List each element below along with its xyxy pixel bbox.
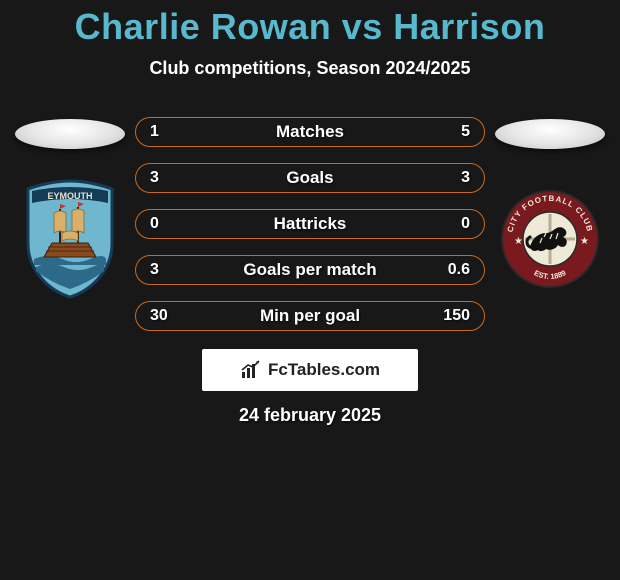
stat-right-value: 5 bbox=[440, 123, 470, 141]
attribution-banner: FcTables.com bbox=[202, 349, 418, 391]
right-club-badge: CITY FOOTBALL CLUBEST. 1889★★ bbox=[500, 179, 600, 299]
page-title: Charlie Rowan vs Harrison bbox=[0, 6, 620, 48]
stat-label: Hattricks bbox=[274, 214, 347, 234]
right-player-column: CITY FOOTBALL CLUBEST. 1889★★ bbox=[495, 117, 605, 299]
stat-label: Goals per match bbox=[243, 260, 376, 280]
stat-left-value: 30 bbox=[150, 307, 180, 325]
attribution-text: FcTables.com bbox=[268, 360, 380, 380]
stat-left-value: 0 bbox=[150, 215, 180, 233]
stat-row: 0 Hattricks 0 bbox=[135, 209, 485, 239]
right-player-silhouette bbox=[495, 119, 605, 149]
stat-label: Min per goal bbox=[260, 306, 360, 326]
svg-text:★: ★ bbox=[514, 236, 523, 247]
left-club-badge: EYMOUTH bbox=[20, 179, 120, 299]
chart-icon bbox=[240, 360, 262, 380]
stat-left-value: 3 bbox=[150, 261, 180, 279]
stat-row: 3 Goals per match 0.6 bbox=[135, 255, 485, 285]
stat-row: 30 Min per goal 150 bbox=[135, 301, 485, 331]
stat-label: Goals bbox=[286, 168, 333, 188]
svg-text:★: ★ bbox=[580, 236, 589, 247]
svg-text:EYMOUTH: EYMOUTH bbox=[48, 191, 93, 201]
comparison-table: EYMOUTH 1Matches53Goals30Hattricks03Goal… bbox=[0, 117, 620, 331]
left-player-column: EYMOUTH bbox=[15, 117, 125, 299]
left-player-silhouette bbox=[15, 119, 125, 149]
stats-column: 1Matches53Goals30Hattricks03Goals per ma… bbox=[135, 117, 485, 331]
stat-row: 3 Goals 3 bbox=[135, 163, 485, 193]
date-text: 24 february 2025 bbox=[0, 405, 620, 426]
stat-row: 1 Matches 5 bbox=[135, 117, 485, 147]
stat-right-value: 0 bbox=[440, 215, 470, 233]
stat-left-value: 1 bbox=[150, 123, 180, 141]
stat-label: Matches bbox=[276, 122, 344, 142]
subtitle: Club competitions, Season 2024/2025 bbox=[0, 58, 620, 79]
stat-right-value: 0.6 bbox=[440, 261, 470, 279]
stat-right-value: 150 bbox=[440, 307, 470, 325]
stat-left-value: 3 bbox=[150, 169, 180, 187]
stat-right-value: 3 bbox=[440, 169, 470, 187]
